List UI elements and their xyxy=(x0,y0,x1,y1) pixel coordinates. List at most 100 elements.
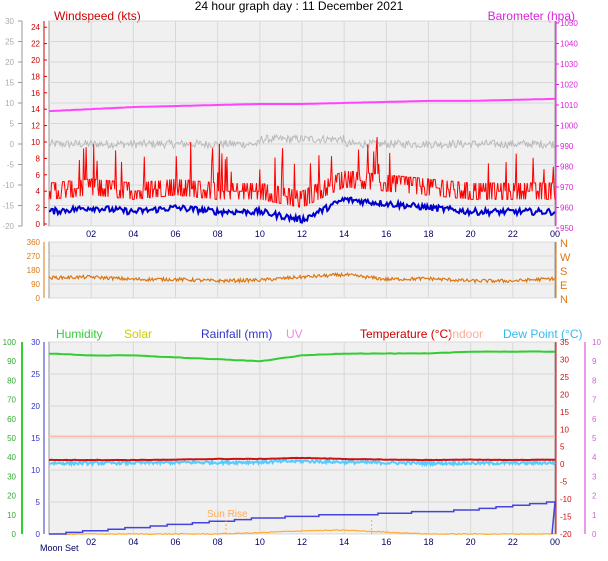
temperature-line xyxy=(48,456,556,462)
dew-point-line xyxy=(48,457,556,468)
temperature-axis-tick-label: 35 xyxy=(560,338,569,347)
barometer-axis-tick-label: 980 xyxy=(560,163,574,172)
x-tick-label: 14 xyxy=(339,229,349,239)
rain-axis-tick-label: 0 xyxy=(36,530,41,539)
x-tick-label: 10 xyxy=(255,229,265,239)
barometer-axis-tick-label: 1000 xyxy=(560,122,578,131)
uv-axis-tick-label: 5 xyxy=(592,434,597,443)
legend-dewpoint: Dew Point (°C) xyxy=(503,327,582,341)
wind-axis-tick-label: 10 xyxy=(31,138,40,147)
x-tick-label: 22 xyxy=(508,229,518,239)
barometer-axis-tick-label: 1040 xyxy=(560,40,578,49)
direction-axis-tick-label: 270 xyxy=(27,252,41,261)
compass-axis-tick-label: N xyxy=(560,238,568,250)
x-tick-label: 18 xyxy=(423,537,433,547)
outer-axis-tick-label: 0 xyxy=(10,140,15,149)
panel2-grid xyxy=(49,241,555,299)
uv-axis-tick-label: 4 xyxy=(592,453,597,462)
x-tick-label: 04 xyxy=(128,537,138,547)
outer-axis-tick-label: -5 xyxy=(7,161,15,170)
panel1-axes: 302520151050-5-10-15-2024222018161412108… xyxy=(2,17,578,233)
outer-axis-tick-label: 30 xyxy=(5,17,14,26)
wind-axis-tick-label: 24 xyxy=(31,23,40,32)
legend-indoor: Indoor xyxy=(449,327,483,341)
wind-axis-tick-label: 8 xyxy=(36,154,41,163)
x-tick-label: 20 xyxy=(466,229,476,239)
uv-axis-tick-label: 0 xyxy=(592,530,597,539)
outer-axis-tick-label: 5 xyxy=(10,120,15,129)
compass-axis-tick-label: S xyxy=(560,266,567,278)
wind-axis-tick-label: 18 xyxy=(31,72,40,81)
humidity-axis-tick-label: 30 xyxy=(7,472,16,481)
x-tick-label: 08 xyxy=(213,229,223,239)
rain-axis-tick-label: 30 xyxy=(31,338,40,347)
wind-axis-tick-label: 14 xyxy=(31,105,40,114)
x-tick-label: 16 xyxy=(381,537,391,547)
uv-axis-tick-label: 9 xyxy=(592,357,597,366)
temperature-humidity-panel: Humidity Solar Rainfall (mm) UV Temperat… xyxy=(3,327,602,553)
rainfall-line xyxy=(49,501,556,535)
temperature-axis-tick-label: -5 xyxy=(560,478,568,487)
wind-axis-tick-label: 0 xyxy=(36,220,41,229)
direction-axis-tick-label: 360 xyxy=(27,238,41,247)
temperature-axis-tick-label: 0 xyxy=(560,460,565,469)
barometer-axis-tick-label: 990 xyxy=(560,142,574,151)
humidity-axis-tick-label: 80 xyxy=(7,376,16,385)
x-tick-label: 02 xyxy=(86,229,96,239)
wind-axis-tick-label: 20 xyxy=(31,56,40,65)
temperature-axis-tick-label: 25 xyxy=(560,373,569,382)
humidity-line xyxy=(49,350,556,363)
rain-axis-tick-label: 25 xyxy=(31,370,40,379)
humidity-axis-tick-label: 50 xyxy=(7,434,16,443)
x-tick-label: 00 xyxy=(550,229,560,239)
wind-average-line xyxy=(48,196,556,224)
barometer-axis-tick-label: 1050 xyxy=(560,19,578,28)
direction-axis-tick-label: 0 xyxy=(36,294,41,303)
humidity-axis-tick-label: 60 xyxy=(7,415,16,424)
uv-axis-tick-label: 2 xyxy=(592,492,597,501)
barometer-axis-tick-label: 1030 xyxy=(560,60,578,69)
compass-axis-tick-label: N xyxy=(560,294,568,306)
x-tick-label: 04 xyxy=(128,229,138,239)
humidity-axis-tick-label: 20 xyxy=(7,492,16,501)
x-tick-label: 00 xyxy=(550,537,560,547)
humidity-axis-tick-label: 100 xyxy=(3,338,17,347)
solar-line xyxy=(48,529,556,536)
x-tick-label: 22 xyxy=(508,537,518,547)
temperature-axis-tick-label: 15 xyxy=(560,408,569,417)
barometer-axis-tick-label: 950 xyxy=(560,224,574,233)
uv-axis-tick-label: 1 xyxy=(592,511,597,520)
temperature-axis-tick-label: 20 xyxy=(560,390,569,399)
legend-rainfall: Rainfall (mm) xyxy=(201,327,272,341)
windspeed-label: Windspeed (kts) xyxy=(54,9,141,23)
temperature-axis-tick-label: 30 xyxy=(560,355,569,364)
outer-axis-tick-label: 25 xyxy=(5,38,14,47)
uv-axis-tick-label: 3 xyxy=(592,472,597,481)
x-tick-label: 14 xyxy=(339,537,349,547)
legend-temperature: Temperature (°C) xyxy=(360,327,452,341)
outer-axis-tick-label: 15 xyxy=(5,79,14,88)
barometer-axis-tick-label: 960 xyxy=(560,204,574,213)
wind-barometer-panel: Windspeed (kts) Barometer (hpa) 30252015… xyxy=(2,9,578,233)
x-tick-label: 02 xyxy=(86,537,96,547)
wind-axis-tick-label: 12 xyxy=(31,122,40,131)
x-tick-label: 10 xyxy=(255,537,265,547)
humidity-axis-tick-label: 10 xyxy=(7,511,16,520)
rain-axis-tick-label: 5 xyxy=(36,498,41,507)
moon-set-label: Moon Set xyxy=(40,543,79,553)
compass-axis-tick-label: W xyxy=(560,252,571,264)
humidity-axis-tick-label: 40 xyxy=(7,453,16,462)
panel3-axes: 1009080706050403020100302520151050353025… xyxy=(3,338,602,539)
panel2-series xyxy=(48,271,556,285)
wind-direction-line xyxy=(48,271,556,285)
x-tick-label: 16 xyxy=(381,229,391,239)
barometer-axis-tick-label: 1020 xyxy=(560,81,578,90)
panel1-series xyxy=(48,97,556,224)
wind-axis-tick-label: 4 xyxy=(36,187,41,196)
uv-axis-tick-label: 10 xyxy=(592,338,601,347)
wind-axis-tick-label: 22 xyxy=(31,40,40,49)
barometer-axis-tick-label: 1010 xyxy=(560,101,578,110)
x-tick-label: 06 xyxy=(170,229,180,239)
